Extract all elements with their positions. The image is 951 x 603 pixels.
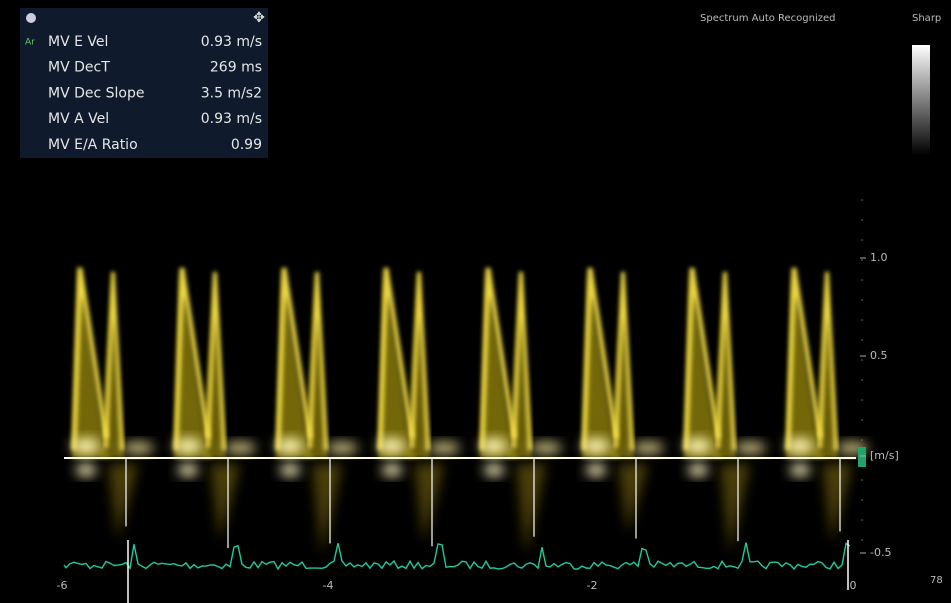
reverse-flow [312, 464, 342, 555]
gray-map [912, 45, 930, 155]
baseline-glow [582, 438, 610, 454]
cardiac-cycle [786, 268, 868, 543]
measure-value: 269 ms [210, 60, 262, 76]
baseline-glow [790, 464, 810, 476]
scale-dot [861, 399, 863, 401]
reverse-flow [108, 464, 138, 540]
panel-move[interactable]: ✥ [253, 10, 265, 26]
measure-label: MV DecT [48, 60, 110, 76]
baseline-glow [684, 438, 712, 454]
baseline-glow [280, 464, 300, 476]
baseline-glow [484, 464, 504, 476]
baseline-glow [480, 438, 508, 454]
time-label: -2 [587, 579, 598, 592]
status-text: Spectrum Auto Recognized [700, 13, 836, 24]
measure-label: MV E/A Ratio [48, 137, 138, 153]
baseline-glow [122, 442, 154, 454]
baseline-glow [178, 464, 198, 476]
time-label: 0 [850, 579, 857, 592]
baseline-glow [586, 464, 606, 476]
velocity-label: 1.0 [870, 251, 888, 264]
scale-dot [861, 519, 863, 521]
velocity-label: 0.5 [870, 349, 888, 362]
baseline-glow [378, 438, 406, 454]
scale-dot [861, 499, 863, 501]
cardiac-cycle [684, 268, 766, 554]
measure-panel [20, 8, 268, 158]
scale-dot [861, 439, 863, 441]
velocity-label: -0.5 [870, 546, 891, 559]
baseline-glow [76, 464, 96, 476]
scale-dot [861, 199, 863, 201]
scale-dot [861, 419, 863, 421]
baseline-glow [224, 442, 256, 454]
scale-dot [861, 379, 863, 381]
reverse-flow [720, 464, 750, 554]
measure-value: 3.5 m/s2 [201, 85, 262, 101]
velocity-label: [m/s] [870, 449, 899, 462]
scale-dot [861, 359, 863, 361]
cardiac-cycle [174, 268, 256, 548]
time-label: -6 [57, 579, 68, 592]
spectrum [64, 262, 868, 603]
baseline-glow [174, 438, 202, 454]
scale-dot [861, 299, 863, 301]
measure-label: MV Dec Slope [48, 85, 145, 101]
heart-rate: 78 [930, 575, 943, 586]
baseline-glow [530, 442, 562, 454]
baseline-handle[interactable] [858, 447, 866, 467]
ecg-trace [64, 543, 850, 570]
baseline-glow [688, 464, 708, 476]
measure-label: MV E Vel [48, 34, 108, 50]
cardiac-cycle [378, 268, 460, 546]
baseline-glow [428, 442, 460, 454]
page: ✥ Ar MV E Vel 0.93 m/s MV DecT 269 ms MV Dec… [0, 0, 951, 603]
reverse-flow [210, 464, 240, 541]
reverse-flow [414, 464, 444, 543]
marker: Ar [25, 38, 35, 48]
measure-label: MV A Vel [48, 111, 109, 127]
scale-dot [861, 259, 863, 261]
cardiac-cycle [72, 262, 154, 540]
measure-value: 0.99 [231, 137, 262, 153]
scale-dot [861, 459, 863, 461]
time-label: -4 [323, 579, 334, 592]
scale-dot [861, 239, 863, 241]
cardiac-cycle [480, 268, 562, 555]
map-label: Sharp [912, 13, 941, 24]
cardiac-cycle [582, 268, 664, 539]
reverse-flow [618, 464, 648, 533]
baseline-glow [276, 438, 304, 454]
baseline-glow [632, 442, 664, 454]
scale-dot [861, 539, 863, 541]
panel-close[interactable] [26, 13, 36, 23]
reverse-flow [822, 464, 852, 543]
doppler-screen: ✥ Ar MV E Vel 0.93 m/s MV DecT 269 ms MV Dec… [0, 0, 951, 603]
measure-value: 0.93 m/s [201, 111, 262, 127]
baseline-glow [786, 438, 814, 454]
scale-dot [861, 339, 863, 341]
measure-value: 0.93 m/s [201, 34, 262, 50]
baseline-glow [382, 464, 402, 476]
scale-dot [861, 319, 863, 321]
scale-dot [861, 219, 863, 221]
scale-dot [861, 479, 863, 481]
baseline-glow [326, 442, 358, 454]
scale-dot [861, 279, 863, 281]
baseline-glow [72, 438, 100, 454]
reverse-flow [516, 464, 546, 555]
baseline-glow [734, 442, 766, 454]
cardiac-cycle [276, 268, 358, 555]
